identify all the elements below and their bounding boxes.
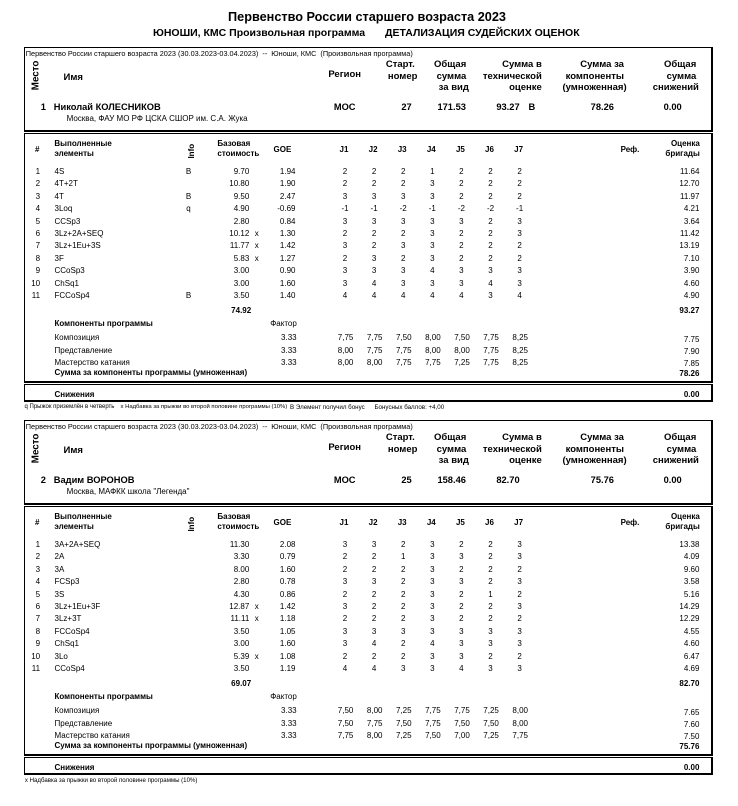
svg-text:Info: Info: [187, 517, 196, 532]
svg-text:Место: Место: [30, 61, 41, 91]
svg-text:Место: Место: [30, 434, 41, 464]
svg-text:Info: Info: [187, 144, 196, 159]
